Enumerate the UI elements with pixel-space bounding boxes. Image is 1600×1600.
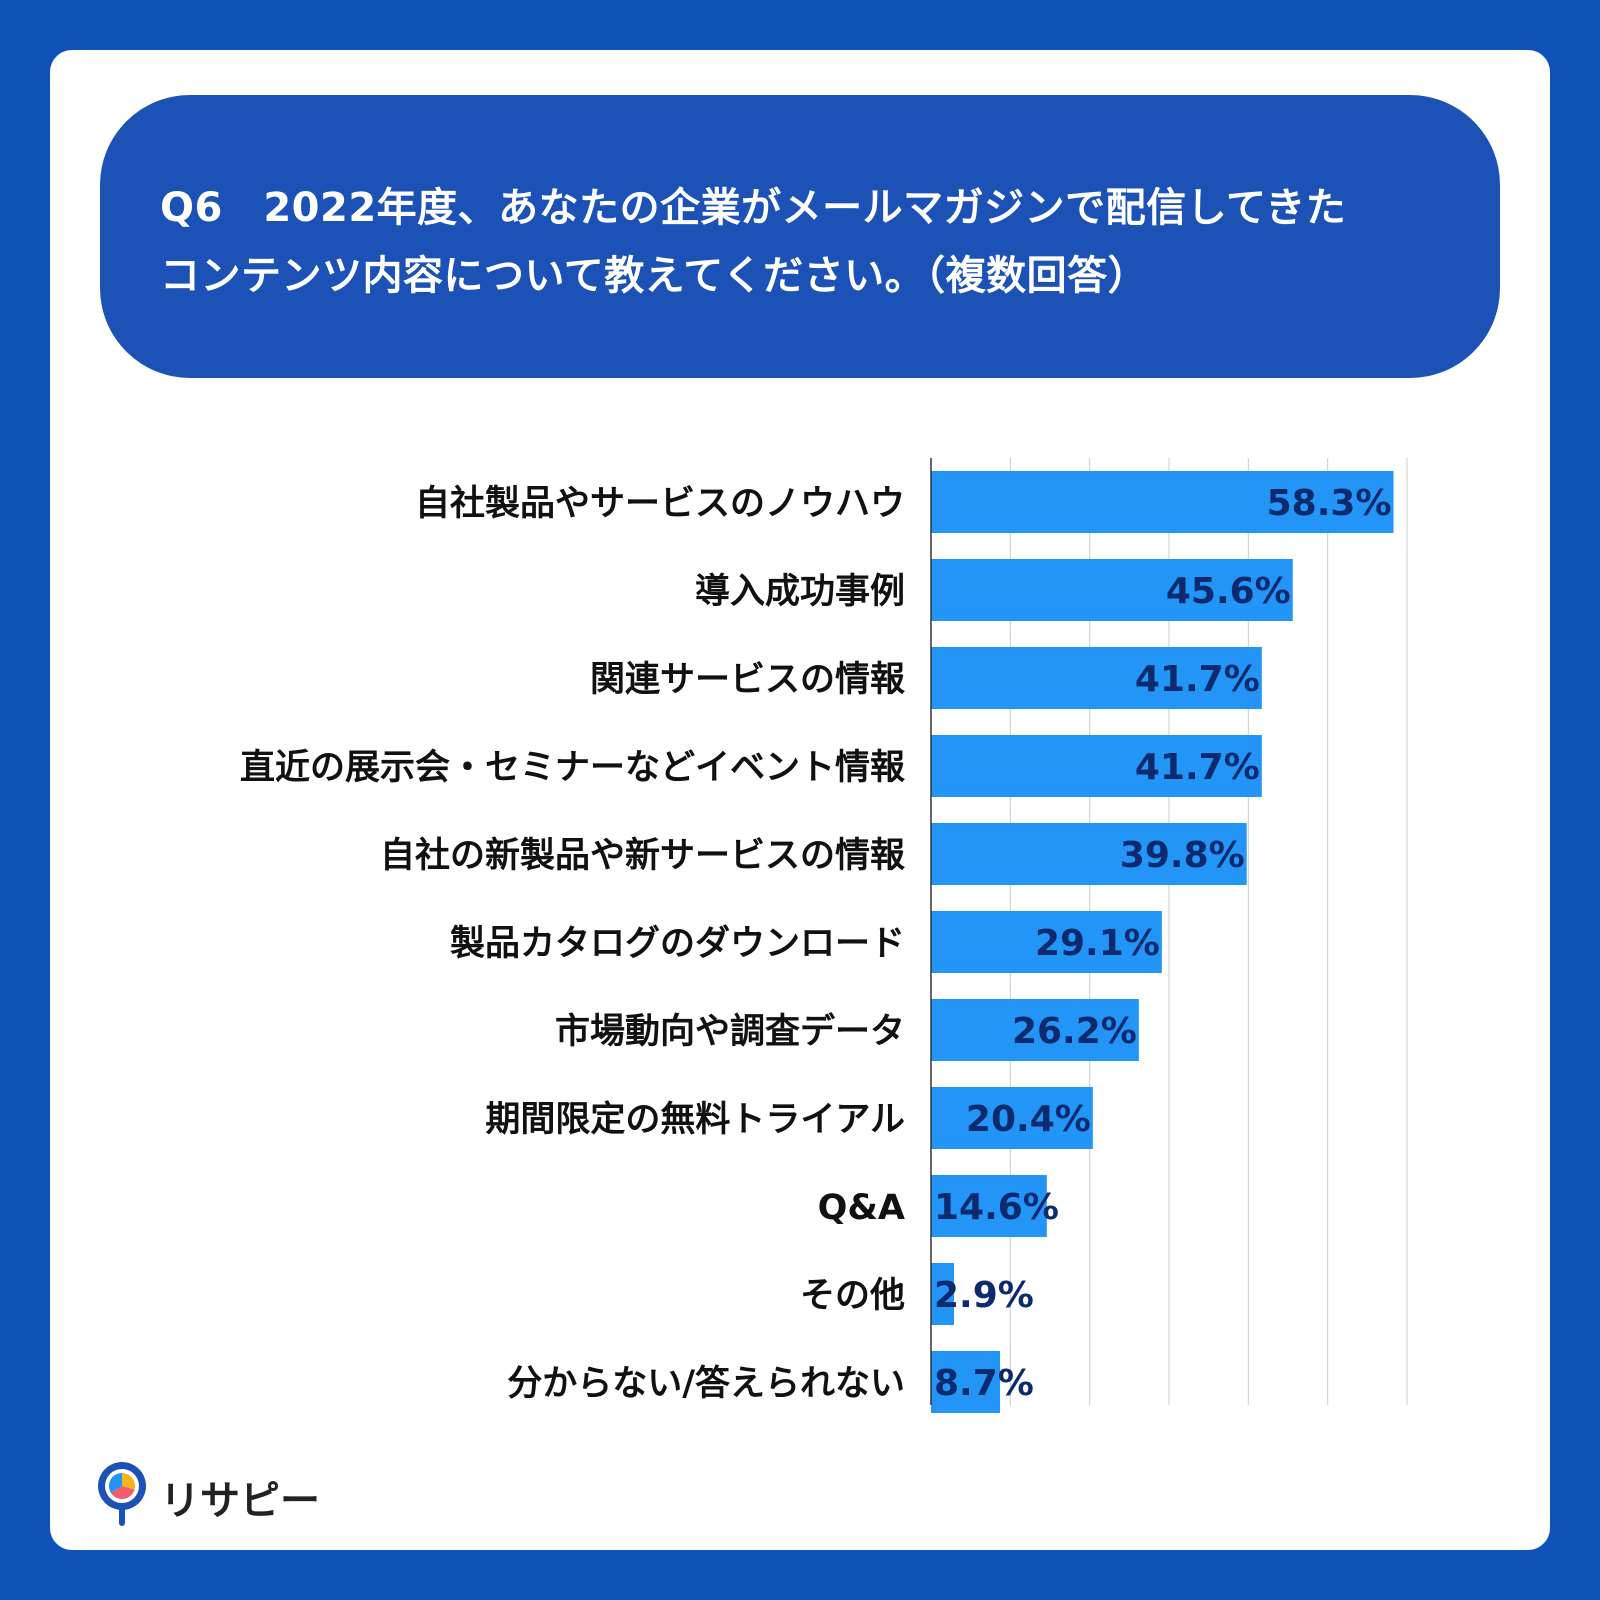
- category-label: Q&A: [818, 1188, 905, 1228]
- bar: [931, 823, 1247, 885]
- data-label: 2.9%: [934, 1275, 1034, 1316]
- logo-text: リサピー: [160, 1478, 320, 1524]
- category-label: 自社の新製品や新サービスの情報: [380, 836, 905, 876]
- data-label: 8.7%: [934, 1363, 1034, 1404]
- bar-chart: 自社製品やサービスのノウハウ 58.3% 導入成功事例 45.6% 関連サービスの情報 4…: [240, 458, 1408, 1413]
- category-label: 市場動向や調査データ: [555, 1011, 905, 1052]
- bar: [931, 1263, 955, 1325]
- bar: [931, 1087, 1093, 1149]
- content-card: Q6 2022年度、あなたの企業がメールマガジンで配信してきた コンテンツ内容に…: [50, 50, 1550, 1550]
- category-label: 導入成功事例: [695, 572, 905, 612]
- bar: [931, 1175, 1047, 1237]
- category-label: 分からない/答えられない: [507, 1364, 905, 1404]
- bar: [931, 1351, 1001, 1413]
- bar: [931, 471, 1394, 533]
- question-line-1: Q6 2022年度、あなたの企業がメールマガジンで配信してきた: [160, 185, 1347, 231]
- data-label: 45.6%: [1166, 571, 1291, 612]
- category-label: 期間限定の無料トライアル: [485, 1100, 905, 1140]
- data-label: 26.2%: [1012, 1011, 1137, 1052]
- category-label: その他: [800, 1276, 905, 1316]
- category-label: 自社製品やサービスのノウハウ: [415, 484, 905, 524]
- data-label: 58.3%: [1267, 483, 1392, 524]
- category-label: 関連サービスの情報: [590, 660, 905, 700]
- bar: [931, 999, 1139, 1061]
- brand-logo: リサピー: [95, 1460, 325, 1530]
- data-label: 14.6%: [934, 1187, 1059, 1228]
- logo-icon: [98, 1462, 146, 1526]
- data-label: 41.7%: [1135, 747, 1260, 788]
- data-label: 41.7%: [1135, 659, 1260, 700]
- bar: [931, 559, 1293, 621]
- question-line-2: コンテンツ内容について教えてください。（複数回答）: [160, 253, 1149, 299]
- category-label: 製品カタログのダウンロード: [450, 924, 905, 964]
- bar: [931, 911, 1162, 973]
- data-label: 39.8%: [1120, 835, 1245, 876]
- bar: [931, 735, 1262, 797]
- data-label: 29.1%: [1035, 923, 1160, 964]
- bar: [931, 647, 1262, 709]
- category-label: 直近の展示会・セミナーなどイベント情報: [240, 748, 905, 788]
- data-label: 20.4%: [966, 1099, 1091, 1140]
- question-banner: Q6 2022年度、あなたの企業がメールマガジンで配信してきた コンテンツ内容に…: [100, 95, 1500, 378]
